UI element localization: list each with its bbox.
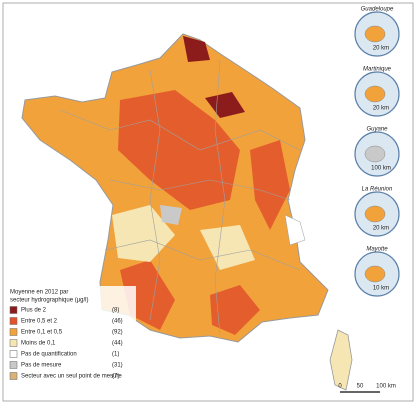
legend-label: Pas de mesure bbox=[21, 363, 62, 369]
inset-scale: 20 km bbox=[373, 106, 389, 112]
legend-count: (44) bbox=[112, 341, 123, 347]
sector-borders bbox=[59, 59, 301, 336]
scale-label: 0 bbox=[338, 384, 342, 390]
legend-title: secteur hydrographique (µg/l) bbox=[10, 298, 89, 304]
legend-swatch bbox=[9, 339, 18, 347]
region bbox=[160, 205, 182, 225]
region bbox=[284, 214, 306, 246]
legend-label: Entre 0,5 et 2 bbox=[21, 319, 58, 325]
legend: Moyenne en 2012 par secteur hydrographiq… bbox=[6, 286, 136, 398]
legend-label: Pas de quantification bbox=[21, 352, 77, 358]
legend-swatch bbox=[9, 317, 18, 325]
legend-swatch bbox=[9, 372, 18, 380]
inset-name: Martinique bbox=[363, 67, 392, 73]
inset-name: La Réunion bbox=[362, 187, 393, 193]
region bbox=[210, 285, 260, 335]
legend-swatch bbox=[9, 306, 18, 314]
inset-territory bbox=[364, 145, 386, 163]
legend-swatch bbox=[9, 361, 18, 369]
legend-box bbox=[6, 286, 136, 398]
legend-count: (31) bbox=[112, 363, 123, 369]
inset-scale: 100 km bbox=[371, 166, 391, 172]
inset-scale: 10 km bbox=[373, 286, 389, 292]
region bbox=[183, 36, 210, 62]
inset-territory bbox=[364, 85, 386, 103]
legend-label: Secteur avec un seul point de mesure bbox=[21, 374, 122, 380]
inset-name: Mayotte bbox=[366, 247, 388, 253]
legend-count: (8) bbox=[112, 308, 119, 314]
legend-count: (1) bbox=[112, 352, 119, 358]
region bbox=[250, 140, 290, 230]
region bbox=[112, 205, 175, 262]
scale-label: 50 bbox=[357, 384, 364, 390]
scale-bar: 0 50 100 km bbox=[338, 384, 396, 393]
inset-territory bbox=[364, 205, 386, 223]
inset-scale: 20 km bbox=[373, 46, 389, 52]
region bbox=[200, 225, 255, 270]
inset-scale: 20 km bbox=[373, 226, 389, 232]
inset-name: Guadeloupe bbox=[361, 7, 394, 13]
legend-title: Moyenne en 2012 par bbox=[10, 290, 68, 296]
legend-count: (46) bbox=[112, 319, 123, 325]
legend-label: Entre 0,1 et 0,5 bbox=[21, 330, 63, 336]
inset-territory bbox=[364, 265, 386, 283]
legend-swatch bbox=[9, 328, 18, 336]
region bbox=[205, 92, 245, 118]
scale-label: 100 km bbox=[376, 384, 396, 390]
legend-label: Moins de 0,1 bbox=[21, 341, 56, 347]
legend-label: Plus de 2 bbox=[21, 308, 47, 314]
legend-count: (92) bbox=[112, 330, 123, 336]
legend-count: (7) bbox=[112, 374, 119, 380]
corsica bbox=[329, 329, 353, 391]
inset-territory bbox=[364, 25, 386, 43]
insets: Guadeloupe 20 km Martinique 20 km Guyane 100 … bbox=[354, 7, 400, 297]
legend-swatch bbox=[9, 350, 18, 358]
inset-name: Guyane bbox=[366, 127, 388, 133]
